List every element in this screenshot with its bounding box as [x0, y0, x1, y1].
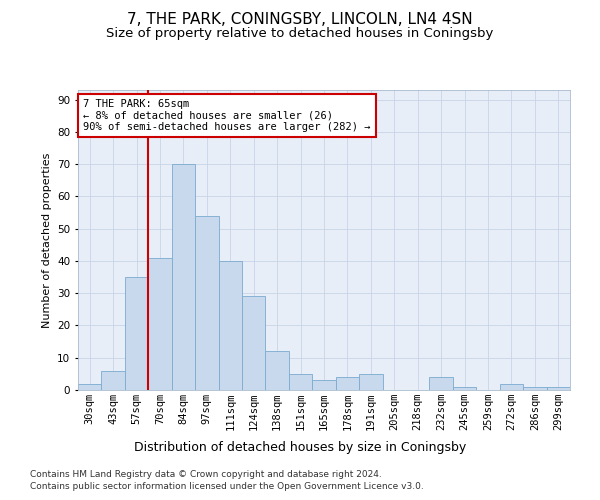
Bar — [101, 370, 125, 390]
Bar — [78, 384, 101, 390]
Bar — [523, 387, 547, 390]
Text: Contains public sector information licensed under the Open Government Licence v3: Contains public sector information licen… — [30, 482, 424, 491]
Bar — [430, 377, 453, 390]
Text: Contains HM Land Registry data © Crown copyright and database right 2024.: Contains HM Land Registry data © Crown c… — [30, 470, 382, 479]
Text: Size of property relative to detached houses in Coningsby: Size of property relative to detached ho… — [106, 28, 494, 40]
Bar — [195, 216, 218, 390]
Text: Distribution of detached houses by size in Coningsby: Distribution of detached houses by size … — [134, 441, 466, 454]
Bar — [289, 374, 312, 390]
Text: 7 THE PARK: 65sqm
← 8% of detached houses are smaller (26)
90% of semi-detached : 7 THE PARK: 65sqm ← 8% of detached house… — [83, 99, 370, 132]
Bar — [218, 261, 242, 390]
Bar — [547, 387, 570, 390]
Bar — [453, 387, 476, 390]
Bar — [125, 277, 148, 390]
Bar — [265, 352, 289, 390]
Bar — [242, 296, 265, 390]
Bar — [148, 258, 172, 390]
Bar — [336, 377, 359, 390]
Text: 7, THE PARK, CONINGSBY, LINCOLN, LN4 4SN: 7, THE PARK, CONINGSBY, LINCOLN, LN4 4SN — [127, 12, 473, 28]
Bar — [312, 380, 336, 390]
Bar — [359, 374, 383, 390]
Bar — [172, 164, 195, 390]
Bar — [500, 384, 523, 390]
Y-axis label: Number of detached properties: Number of detached properties — [41, 152, 52, 328]
